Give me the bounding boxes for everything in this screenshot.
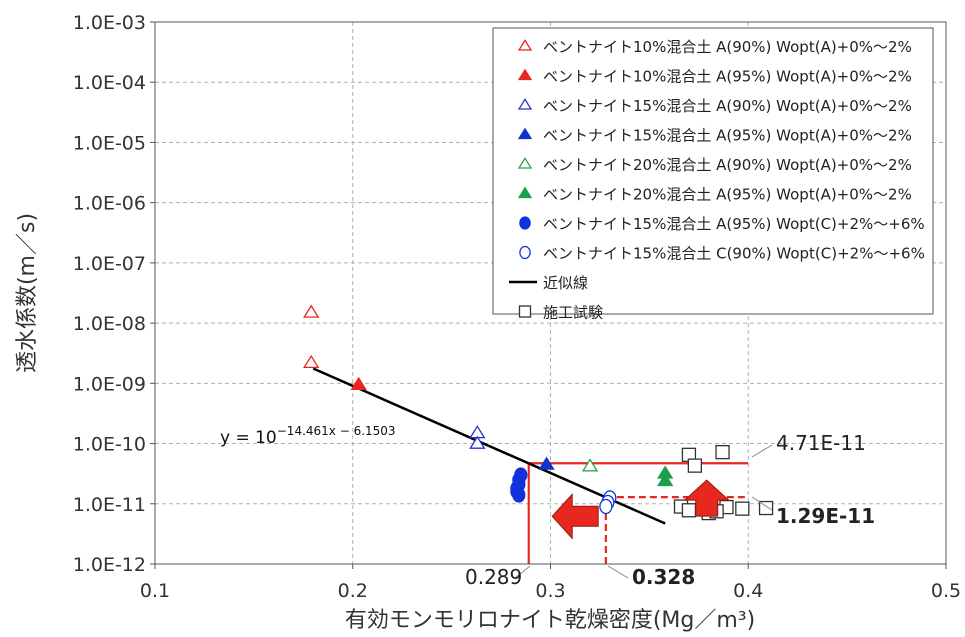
legend-label: ベントナイト20%混合土 A(95%) Wopt(A)+0%～2%	[543, 186, 912, 204]
y-tick-label: 1.0E-12	[73, 554, 146, 576]
data-point	[681, 503, 697, 518]
legend-entry: ベントナイト15%混合土 A(95%) Wopt(C)+2%～+6%	[519, 215, 925, 233]
data-point	[735, 501, 750, 516]
legend-marker	[517, 68, 533, 81]
legend-marker	[519, 216, 531, 230]
x-tick-label: 0.4	[733, 580, 763, 602]
y-tick-label: 1.0E-04	[73, 72, 146, 94]
left-value-leader	[514, 565, 531, 579]
data-point	[758, 500, 774, 516]
y-tick-label: 1.0E-11	[73, 494, 146, 516]
data-point	[599, 498, 613, 515]
data-point	[512, 487, 526, 503]
legend-entry: ベントナイト10%混合土 A(95%) Wopt(A)+0%～2%	[517, 68, 912, 86]
data-point	[350, 376, 367, 390]
upper-y-value-label: 4.71E-11	[776, 431, 866, 455]
legend-entry: ベントナイト20%混合土 A(95%) Wopt(A)+0%～2%	[517, 186, 912, 204]
fit-equation: y = 10−14.461x − 6.1503	[220, 424, 396, 448]
legend-label: ベントナイト15%混合土 C(90%) Wopt(C)+2%～+6%	[543, 245, 925, 263]
legend-entry: 近似線	[509, 274, 588, 292]
legend-marker	[517, 186, 533, 199]
legend-entry: ベントナイト15%混合土 C(90%) Wopt(C)+2%～+6%	[519, 245, 925, 263]
arrow-up	[683, 479, 731, 517]
legend-label: ベントナイト15%混合土 A(90%) Wopt(A)+0%～2%	[543, 97, 912, 115]
lower-y-value-label: 1.29E-11	[776, 504, 875, 528]
legend-marker	[517, 98, 533, 110]
fit-equation-exponent: −14.461x − 6.1503	[277, 424, 396, 438]
upper-value-leader	[751, 444, 773, 458]
legend-label: 施工試験	[543, 304, 603, 322]
legend-label: ベントナイト10%混合土 A(95%) Wopt(A)+0%～2%	[543, 68, 912, 86]
legend-marker	[518, 305, 532, 318]
left-x-value-label: 0.289	[465, 565, 522, 589]
data-point	[581, 458, 599, 472]
data-point	[538, 456, 555, 470]
legend-label: 近似線	[543, 274, 588, 292]
fit-equation-base: y = 10	[220, 428, 277, 448]
x-tick-label: 0.2	[338, 580, 368, 602]
legend-marker	[517, 157, 533, 169]
y-tick-label: 1.0E-05	[73, 132, 146, 154]
legend-label: ベントナイト15%混合土 A(95%) Wopt(C)+2%～+6%	[543, 215, 925, 233]
legend-marker	[519, 245, 531, 260]
legend-label: ベントナイト10%混合土 A(90%) Wopt(A)+0%～2%	[543, 38, 912, 56]
legend-label: ベントナイト15%混合土 A(95%) Wopt(A)+0%～2%	[543, 127, 912, 145]
data-point	[715, 444, 730, 460]
y-axis-title: 透水係数(m／s)	[15, 213, 40, 373]
x-tick-label: 0.5	[931, 580, 961, 602]
legend-marker	[517, 39, 533, 51]
x-axis-title: 有効モンモリロナイト乾燥密度(Mg／m³)	[345, 608, 755, 633]
right-x-value-label: 0.328	[632, 565, 695, 589]
legend-marker	[517, 127, 533, 140]
legend-entry: ベントナイト15%混合土 A(90%) Wopt(A)+0%～2%	[517, 97, 912, 115]
legend-entry: ベントナイト10%混合土 A(90%) Wopt(A)+0%～2%	[517, 38, 912, 56]
legend-entry: 施工試験	[518, 304, 603, 322]
data-point	[303, 304, 320, 318]
data-point	[687, 458, 703, 473]
legend-box	[492, 27, 934, 315]
annotations: 4.71E-11 1.29E-11 0.289 0.328	[465, 431, 875, 589]
y-tick-label: 1.0E-07	[73, 253, 146, 275]
legend-label: ベントナイト20%混合土 A(90%) Wopt(A)+0%～2%	[543, 156, 912, 174]
lower-value-leader	[751, 496, 773, 511]
legend: ベントナイト10%混合土 A(90%) Wopt(A)+0%～2% ベントナイト1…	[492, 27, 934, 322]
arrows	[551, 479, 731, 540]
legend-entry: ベントナイト20%混合土 A(90%) Wopt(A)+0%～2%	[517, 156, 912, 174]
y-tick-label: 1.0E-10	[73, 434, 146, 456]
y-tick-label: 1.0E-06	[73, 193, 146, 215]
y-tick-label: 1.0E-08	[73, 313, 146, 335]
data-point	[657, 472, 674, 487]
data-point	[303, 354, 320, 369]
x-tick-label: 0.3	[535, 580, 565, 602]
legend-entry: ベントナイト15%混合土 A(95%) Wopt(A)+0%～2%	[517, 127, 912, 145]
x-tick-label: 0.1	[140, 580, 170, 602]
data-point	[469, 435, 486, 449]
x-axis-ticks: 0.1 0.2 0.3 0.4 0.5	[140, 564, 961, 602]
y-tick-label: 1.0E-09	[73, 373, 146, 395]
right-value-leader	[607, 565, 629, 579]
y-tick-label: 1.0E-03	[73, 12, 146, 34]
arrow-left	[551, 492, 599, 540]
y-axis-ticks: 1.0E-03 1.0E-04 1.0E-05 1.0E-06 1.0E-07 1.0E-…	[73, 12, 155, 576]
